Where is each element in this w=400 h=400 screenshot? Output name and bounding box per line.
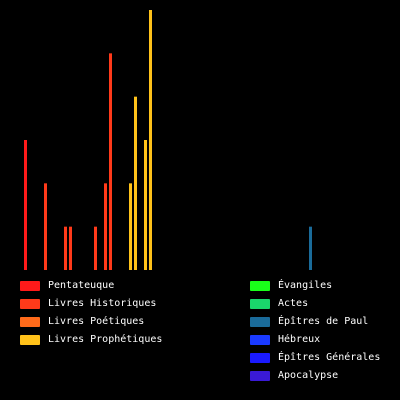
- bar-livres-historiques-2: [64, 226, 67, 270]
- legend-label: Épîtres Générales: [278, 352, 381, 363]
- legend-label: Livres Historiques: [48, 298, 157, 309]
- legend-swatch: [250, 317, 270, 327]
- bar-livres-proph-tiques-4: [149, 10, 152, 270]
- legend-swatch: [250, 299, 270, 309]
- legend-swatch: [20, 317, 40, 327]
- legend-label: Apocalypse: [278, 370, 339, 381]
- bar-livres-historiques-1: [44, 183, 47, 270]
- legend-label: Actes: [278, 298, 309, 309]
- legend-label: Livres Prophétiques: [48, 334, 163, 345]
- legend-label: Livres Poétiques: [48, 316, 145, 327]
- bar-livres-proph-tiques-3: [144, 140, 147, 270]
- legend-swatch: [250, 371, 270, 381]
- legend-swatch: [250, 353, 270, 363]
- legend-swatch: [20, 335, 40, 345]
- bar-livres-proph-tiques-2: [134, 96, 137, 270]
- bar-livres-historiques-6: [109, 53, 112, 270]
- legend-swatch: [20, 281, 40, 291]
- bar-livres-historiques-3: [69, 226, 72, 270]
- legend-swatch: [250, 281, 270, 291]
- legend-label: Épîtres de Paul: [278, 316, 369, 327]
- chart-plot: [24, 10, 312, 270]
- bar-livres-proph-tiques-1: [129, 183, 132, 270]
- bar-livres-historiques-5: [104, 183, 107, 270]
- legend-label: Hébreux: [278, 334, 321, 345]
- legend-label: Évangiles: [278, 280, 333, 291]
- legend-label: Pentateuque: [48, 280, 115, 291]
- legend-swatch: [20, 299, 40, 309]
- bar-pentateuque-1: [24, 140, 27, 270]
- legend-swatch: [250, 335, 270, 345]
- bar--p-tres-de-paul-1: [309, 226, 312, 270]
- bar-livres-historiques-4: [94, 226, 97, 270]
